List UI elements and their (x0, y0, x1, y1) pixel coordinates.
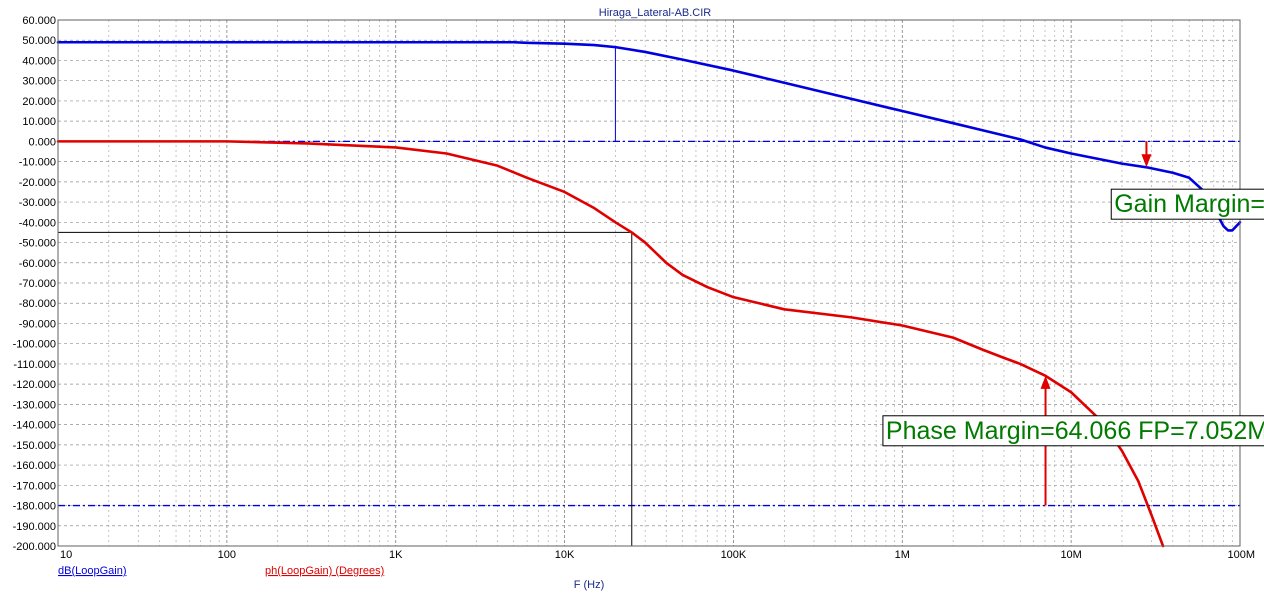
y-tick-label: -80.000 (19, 298, 56, 310)
y-tick-label: -50.000 (19, 238, 56, 250)
gain-margin-annotation: Gain Margin=12.815 FG=27.926MEG (1110, 188, 1264, 220)
annotations: Gain Margin=12.815 FG=27.926MEG Phase Mar… (882, 188, 1264, 447)
annotation-box (1110, 188, 1264, 220)
x-tick-label: 10K (555, 549, 575, 561)
major-grid (57, 19, 1241, 547)
x-tick-label: 100K (721, 549, 747, 561)
y-tick-label: 40.000 (22, 55, 56, 67)
margin-arrow-head (1141, 154, 1152, 168)
x-tick-label: 10M (1060, 549, 1081, 561)
x-tick-label: 10 (60, 549, 72, 561)
x-tick-labels: 10 100 1K 10K 100K 1M 10M 100M (60, 549, 1255, 561)
y-tick-label: -10.000 (19, 157, 56, 169)
margin-arrow-head (1040, 375, 1051, 389)
cursor-lines (58, 47, 633, 546)
phase-margin-annotation: Phase Margin=64.066 FP=7.052MEG (882, 415, 1264, 447)
y-tick-label: -200.000 (13, 541, 56, 553)
y-tick-label: -100.000 (13, 339, 56, 351)
y-tick-label: -20.000 (19, 177, 56, 189)
annotation-box (882, 415, 1264, 447)
x-tick-label: 1M (895, 549, 910, 561)
y-tick-label: -170.000 (13, 480, 56, 492)
chart-title: Hiraga_Lateral-AB.CIR (599, 7, 712, 19)
y-tick-label: -120.000 (13, 379, 56, 391)
y-tick-label: -180.000 (13, 501, 56, 513)
y-tick-label: -130.000 (13, 399, 56, 411)
y-tick-label: -140.000 (13, 420, 56, 432)
y-tick-label: -70.000 (19, 278, 56, 290)
plot-frame (57, 19, 1241, 547)
y-tick-label: 30.000 (22, 76, 56, 88)
y-tick-label: -30.000 (19, 197, 56, 209)
legend-gain: dB(LoopGain) (58, 565, 127, 577)
y-tick-label: 10.000 (22, 116, 56, 128)
y-tick-label: -60.000 (19, 258, 56, 270)
y-tick-labels: 60.000 50.000 40.000 30.000 20.000 10.000 0.00… (13, 15, 56, 553)
x-tick-label: 100 (218, 549, 236, 561)
annotation-text: Gain Margin=12.815 FG=27.926MEG (1114, 190, 1264, 218)
legend-phase: ph(LoopGain) (Degrees) (265, 565, 384, 577)
y-tick-label: -150.000 (13, 440, 56, 452)
x-axis-label: F (Hz) (574, 579, 605, 591)
y-tick-label: -90.000 (19, 318, 56, 330)
annotation-text: Phase Margin=64.066 FP=7.052MEG (886, 417, 1264, 445)
y-tick-label: -160.000 (13, 460, 56, 472)
y-tick-label: 20.000 (22, 96, 56, 108)
y-tick-label: 60.000 (22, 15, 56, 27)
x-tick-label: 100M (1227, 549, 1255, 561)
y-tick-label: 0.000 (28, 136, 56, 148)
phase-series-line (56, 140, 1165, 548)
y-tick-label: -40.000 (19, 217, 56, 229)
y-tick-label: -190.000 (13, 521, 56, 533)
y-tick-label: 50.000 (22, 35, 56, 47)
series-group (56, 40, 1242, 548)
x-tick-label: 1K (389, 549, 403, 561)
y-tick-label: -110.000 (13, 359, 56, 371)
